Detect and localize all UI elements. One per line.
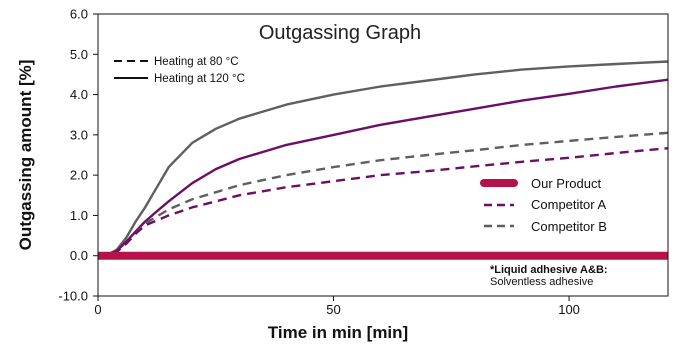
series-legend: Our Product Competitor A Competitor B	[480, 176, 607, 234]
legend-label-competitor-a: Competitor A	[531, 197, 606, 212]
plot-frame	[97, 13, 669, 297]
axes-layer	[97, 13, 669, 297]
note-text: Solventless adhesive	[490, 276, 593, 288]
x-tick-label: 50	[326, 302, 340, 317]
style-legend-dashed-label: Heating at 80 °C	[154, 56, 239, 68]
adhesive-note: *Liquid adhesive A&B: Solventless adhesi…	[490, 264, 608, 288]
legend-label-our-product: Our Product	[531, 176, 601, 191]
y-tick-label: 3.0	[70, 127, 88, 142]
legend-label-competitor-b: Competitor B	[531, 219, 607, 234]
y-tick-label: 1.0	[70, 208, 88, 223]
x-tick-label: 100	[558, 302, 580, 317]
x-tick-label: 0	[94, 302, 101, 317]
ticks-layer: 0 50 100 -10.0 0.0 1.0 2.0 3.0 4.0 5.0 6.0	[58, 7, 580, 318]
y-tick-label: 4.0	[70, 87, 88, 102]
series-line-competitor-a-solid	[97, 78, 669, 257]
x-axis-title: Time in min [min]	[268, 323, 408, 342]
chart-title: Outgassing Graph	[259, 22, 421, 44]
y-tick-label: -10.0	[58, 289, 88, 304]
series-layer	[97, 60, 669, 260]
line-style-legend: Heating at 80 °C Heating at 120 °C	[114, 56, 245, 85]
series-line-competitor-b-solid	[97, 60, 669, 257]
y-axis-title: Outgassing amount [%]	[16, 60, 35, 251]
note-heading: *Liquid adhesive A&B:	[490, 264, 608, 276]
series-line-competitor-a-dashed	[97, 147, 669, 257]
y-tick-label: 0.0	[70, 248, 88, 263]
y-tick-label: 2.0	[70, 168, 88, 183]
series-line-competitor-b-dashed	[97, 131, 669, 257]
style-legend-solid-label: Heating at 120 °C	[154, 73, 245, 85]
y-tick-label: 6.0	[70, 7, 88, 22]
y-tick-label: 5.0	[70, 47, 88, 62]
